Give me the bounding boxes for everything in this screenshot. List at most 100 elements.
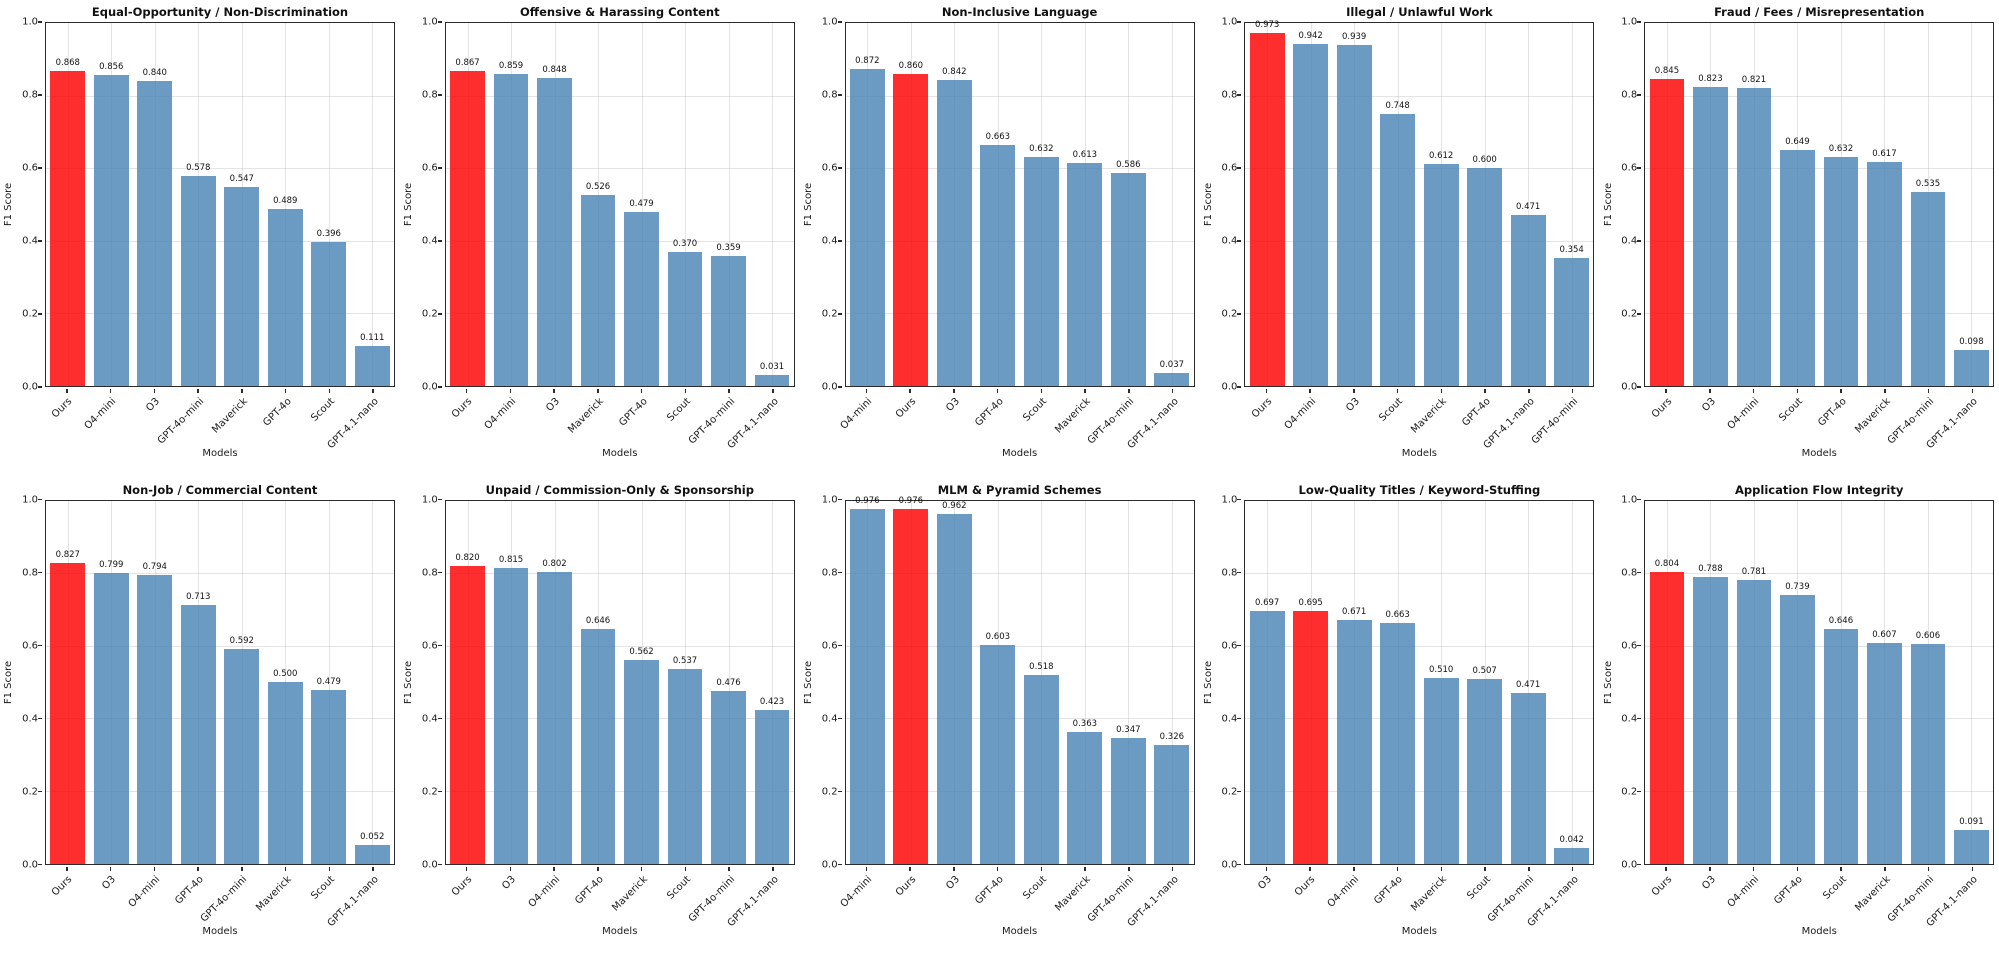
- y-tick-mark: [437, 571, 442, 574]
- gridline-h: [46, 95, 394, 97]
- x-tick-mark: [1396, 389, 1399, 393]
- bar-value-label: 0.562: [629, 646, 654, 657]
- bar: [580, 629, 616, 864]
- x-tick-mark: [153, 866, 156, 871]
- bar-value-label: 0.856: [99, 62, 124, 73]
- gridline-h: [1645, 718, 1994, 720]
- x-axis-label: Models: [202, 448, 238, 459]
- x-tick-mark: [197, 866, 199, 871]
- bar: [1823, 629, 1859, 864]
- bar-value-label: 0.547: [229, 174, 254, 185]
- x-tick-label: O4-mini: [1725, 396, 1762, 432]
- gridline-h: [46, 313, 394, 315]
- bar: [849, 69, 885, 386]
- x-tick-label: Scout: [1821, 873, 1849, 902]
- x-tick-mark: [372, 866, 374, 871]
- y-tick-mark: [1237, 644, 1242, 647]
- x-tick-mark: [1752, 866, 1755, 871]
- gridline-v: [685, 23, 687, 386]
- gridline-h: [445, 573, 794, 575]
- y-tick-mark: [437, 790, 442, 793]
- bar-value-label: 0.860: [898, 60, 924, 71]
- y-tick-label: 0.6: [421, 640, 438, 651]
- bar-value-label: 0.607: [1872, 630, 1897, 641]
- x-tick-mark: [372, 389, 374, 393]
- bar-value-label: 0.646: [585, 616, 611, 627]
- x-tick-mark: [1840, 866, 1842, 871]
- x-tick-mark: [1884, 389, 1886, 393]
- x-tick-label: Scout: [1021, 873, 1050, 902]
- x-tick-mark: [284, 389, 287, 393]
- x-tick-mark: [1571, 389, 1574, 393]
- gridline-h: [46, 645, 394, 647]
- x-axis-ticks: Ours O3 O4-mini GPT-4o GPT-4o-mini Maverick Sc…: [45, 866, 395, 937]
- bar-value-label: 0.632: [1029, 143, 1054, 154]
- y-tick-mark: [837, 863, 842, 866]
- bar: [1023, 156, 1059, 386]
- bar: [1954, 350, 1989, 386]
- x-tick-label: O3: [943, 396, 962, 414]
- x-axis-ticks: O4-mini Ours O3 GPT-4o Scout Maverick GPT-4o-m…: [839, 389, 1195, 459]
- bar: [1336, 45, 1372, 386]
- bar-ours-highlight: [893, 509, 929, 864]
- subplot: Equal-Opportunity / Non-Discrimination F…: [0, 0, 400, 478]
- bar-value-label: 0.578: [186, 163, 211, 174]
- x-tick-label: O3: [1699, 873, 1718, 892]
- x-tick-mark: [465, 389, 468, 393]
- bar: [267, 208, 303, 386]
- x-tick-mark: [953, 866, 955, 871]
- x-axis-ticks: O3 Ours O4-mini GPT-4o Maverick Scout GPT-4o-m…: [1244, 866, 1594, 937]
- bar: [137, 81, 173, 386]
- bar: [667, 668, 703, 864]
- y-tick-label: 0.6: [421, 162, 438, 174]
- x-tick-mark: [66, 866, 68, 871]
- bar: [1736, 580, 1772, 864]
- y-axis-ticks: 0.0 0.2 0.4 0.6 0.8 1.0: [1599, 17, 1642, 393]
- subplot: Fraud / Fees / Misrepresentation F1 Scor…: [1599, 0, 1999, 478]
- bar-value-label: 0.586: [1116, 160, 1141, 171]
- x-axis-label: Models: [202, 925, 238, 937]
- y-tick-label: 0.6: [1221, 162, 1238, 174]
- x-tick-label: Scout: [1465, 873, 1493, 902]
- x-tick-mark: [597, 389, 599, 393]
- y-tick-mark: [437, 863, 442, 866]
- y-tick-mark: [38, 21, 42, 23]
- bar: [1867, 162, 1902, 386]
- bar-ours-highlight: [1249, 32, 1285, 386]
- subplot: Unpaid / Commission-Only & Sponsorship F…: [400, 478, 800, 955]
- bar: [224, 648, 260, 864]
- gridline-h: [1645, 573, 1994, 575]
- x-tick-label: Ours: [893, 873, 918, 898]
- bar: [936, 80, 972, 386]
- x-tick-mark: [1840, 389, 1842, 393]
- y-tick-mark: [38, 863, 42, 866]
- y-tick-label: 0.0: [1621, 381, 1638, 393]
- x-tick-mark: [772, 866, 774, 871]
- y-tick-label: 0.6: [22, 640, 38, 651]
- bar-value-label: 0.671: [1341, 606, 1367, 617]
- bar-value-label: 0.326: [1159, 732, 1185, 743]
- y-tick-mark: [1637, 790, 1642, 793]
- x-tick-mark: [1927, 866, 1930, 871]
- y-tick-label: 0.6: [1621, 162, 1638, 174]
- y-tick-mark: [38, 240, 42, 242]
- y-tick-mark: [1237, 94, 1242, 96]
- bar: [93, 573, 129, 864]
- x-tick-label: Ours: [50, 396, 75, 421]
- gridline-h: [1245, 718, 1594, 720]
- y-tick-mark: [1637, 717, 1642, 720]
- bar: [667, 251, 703, 386]
- bar-value-label: 0.840: [142, 68, 167, 79]
- bar-ours-highlight: [450, 71, 485, 386]
- x-tick-mark: [66, 389, 68, 393]
- y-tick-mark: [1637, 863, 1642, 866]
- gridline-h: [845, 790, 1194, 792]
- bar: [1693, 577, 1728, 864]
- y-tick-label: 0.6: [821, 640, 838, 651]
- y-tick-label: 1.0: [421, 494, 438, 505]
- x-tick-mark: [953, 389, 955, 393]
- gridline-h: [1645, 313, 1994, 315]
- y-tick-label: 0.8: [1221, 567, 1238, 578]
- x-tick-mark: [1796, 866, 1799, 871]
- bar-value-label: 0.396: [316, 229, 341, 240]
